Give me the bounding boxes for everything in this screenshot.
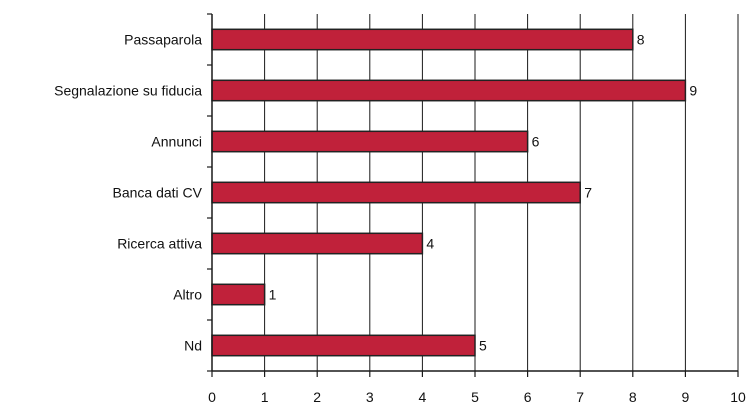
category-label: Nd [184,338,202,354]
bar [211,28,634,51]
bar [211,232,424,255]
category-label: Ricerca attiva [117,236,202,252]
category-label: Banca dati CV [113,185,203,201]
x-tick-label: 2 [313,389,321,405]
x-tick-label: 6 [524,389,532,405]
axes: 0 1 2 3 4 5 6 7 8 9 10 [207,13,746,405]
x-tick-label: 0 [208,389,216,405]
category-label: Segnalazione su fiducia [54,83,202,99]
data-label: 7 [584,185,592,201]
bar [211,283,266,306]
x-tick-label: 5 [471,389,479,405]
data-label: 5 [479,338,487,354]
x-tick-label: 7 [576,389,584,405]
category-labels: Passaparola Segnalazione su fiducia Annunc… [54,32,203,354]
bars [211,28,687,357]
x-tick-label: 3 [366,389,374,405]
data-labels: 8 9 6 7 4 1 5 [269,32,698,354]
x-tick-label: 10 [730,389,746,405]
data-label: 1 [269,287,277,303]
x-tick-label: 4 [419,389,427,405]
x-tick-label: 1 [261,389,269,405]
data-label: 4 [426,236,434,252]
bar [211,130,529,153]
category-label: Altro [173,287,202,303]
bar [211,181,581,204]
x-tick-label: 9 [682,389,690,405]
bar [211,334,476,357]
data-label: 6 [532,134,540,150]
category-label: Passaparola [124,32,202,48]
data-label: 9 [689,83,697,99]
data-label: 8 [637,32,645,48]
x-tick-label: 8 [629,389,637,405]
bar [211,79,687,102]
category-label: Annunci [151,134,202,150]
